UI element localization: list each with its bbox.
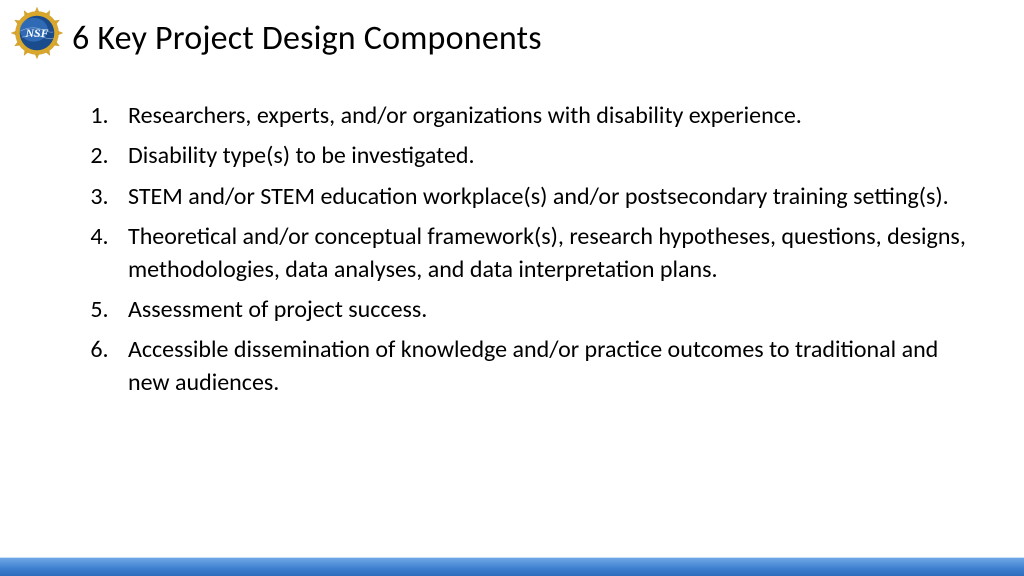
footer-accent-bar — [0, 557, 1024, 576]
list-item: Theoretical and/or conceptual framework(… — [114, 221, 984, 286]
slide: NSF 6 Key Project Design Components Rese… — [0, 0, 1024, 576]
list-item: Assessment of project success. — [114, 294, 984, 326]
list-item: Accessible dissemination of knowledge an… — [114, 334, 984, 399]
list-item: Disability type(s) to be investigated. — [114, 140, 984, 172]
list-item: STEM and/or STEM education workplace(s) … — [114, 181, 984, 213]
nsf-logo-icon: NSF — [10, 6, 64, 60]
list-item: Researchers, experts, and/or organizatio… — [114, 100, 984, 132]
slide-title: 6 Key Project Design Components — [72, 18, 542, 59]
numbered-list: Researchers, experts, and/or organizatio… — [60, 100, 984, 399]
nsf-logo-text: NSF — [24, 26, 48, 40]
slide-content: Researchers, experts, and/or organizatio… — [60, 100, 984, 407]
